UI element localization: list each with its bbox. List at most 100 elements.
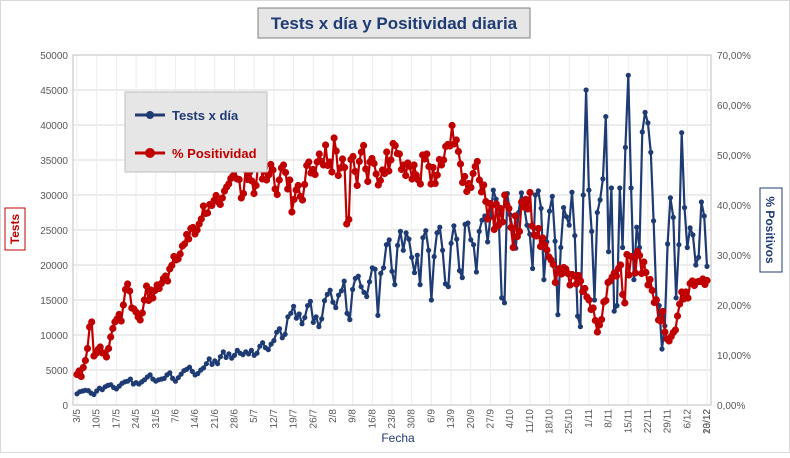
plot-area	[72, 54, 712, 406]
x-tick-label: 7/6	[170, 409, 181, 423]
point-positividad	[581, 284, 589, 293]
point-tests	[336, 292, 342, 298]
point-tests	[293, 315, 299, 321]
point-tests	[366, 279, 373, 285]
x-tick-label: 10/5	[92, 409, 103, 429]
point-positividad	[480, 181, 488, 189]
point-tests	[614, 303, 620, 309]
point-tests	[426, 247, 432, 253]
point-tests	[459, 275, 465, 281]
y-left-tick-label: 50000	[40, 51, 68, 62]
point-positividad	[105, 344, 113, 353]
y-right-tick-label: 0,00%	[717, 401, 745, 412]
point-tests	[147, 372, 153, 378]
point-tests	[254, 350, 260, 356]
point-tests	[625, 72, 631, 78]
point-tests	[490, 187, 496, 193]
x-tick-label: 23/8	[387, 409, 398, 429]
point-tests	[696, 254, 702, 260]
point-tests	[639, 129, 645, 135]
point-tests	[285, 314, 291, 320]
point-positividad	[595, 321, 604, 329]
point-tests	[608, 185, 615, 191]
point-tests	[313, 314, 319, 320]
point-tests	[316, 324, 322, 330]
point-positividad	[659, 307, 667, 316]
point-positividad	[423, 150, 431, 158]
point-tests	[687, 225, 693, 231]
point-positividad	[275, 176, 283, 184]
point-positividad	[475, 176, 483, 184]
point-positividad	[505, 204, 513, 213]
x-tick-label: 2/8	[328, 409, 339, 423]
point-tests	[172, 378, 178, 384]
point-tests	[310, 319, 316, 325]
point-positividad	[431, 179, 439, 188]
point-positividad	[311, 170, 319, 179]
x-tick-label: 13/12	[702, 409, 713, 434]
point-positividad	[267, 160, 275, 169]
point-positividad	[102, 353, 111, 361]
point-positividad	[644, 281, 652, 289]
point-positividad	[469, 169, 477, 178]
point-tests	[693, 262, 699, 268]
point-tests	[667, 195, 674, 201]
point-positividad	[499, 218, 507, 226]
point-tests	[381, 265, 387, 271]
point-tests	[501, 300, 508, 306]
point-positividad	[338, 155, 347, 163]
point-positividad	[164, 277, 172, 285]
point-positividad	[612, 272, 621, 280]
point-positividad	[334, 171, 342, 180]
point-tests	[681, 205, 688, 211]
point-positividad	[671, 326, 680, 334]
point-tests	[414, 252, 420, 258]
point-positividad	[322, 141, 330, 149]
point-positividad	[585, 296, 593, 304]
point-tests	[634, 224, 640, 230]
point-tests	[575, 313, 581, 319]
point-positividad	[185, 235, 193, 243]
point-positividad	[459, 178, 467, 187]
point-tests	[572, 233, 578, 239]
point-tests	[589, 228, 595, 234]
point-tests	[704, 263, 710, 269]
point-positividad	[593, 328, 602, 336]
point-positividad	[416, 180, 424, 188]
point-positividad	[448, 121, 456, 130]
point-positividad	[360, 141, 368, 150]
y-axis-right: 0,00% 10,00% 20,00% 30,00% 40,00% 50,00% 60,00…	[717, 51, 751, 412]
point-tests	[392, 282, 398, 288]
point-positividad	[646, 275, 654, 284]
point-positividad	[204, 209, 212, 217]
point-positividad	[661, 328, 669, 336]
point-positividad	[526, 188, 534, 197]
point-positividad	[216, 200, 224, 209]
y-left-tick-label: 40000	[40, 121, 68, 132]
y-axis-left: 0 5000 10000 15000 20000 25000 30000 35000 40000…	[40, 51, 68, 412]
point-tests	[648, 149, 654, 155]
point-tests	[549, 193, 555, 199]
x-tick-label: 15/11	[623, 409, 634, 434]
point-tests	[268, 341, 274, 347]
point-tests	[333, 305, 339, 311]
point-tests	[327, 287, 333, 293]
point-tests	[563, 214, 570, 220]
point-positividad	[652, 296, 661, 304]
point-tests	[611, 308, 617, 314]
point-positividad	[492, 200, 500, 208]
point-tests	[479, 217, 485, 223]
point-tests	[271, 338, 277, 344]
point-positividad	[682, 288, 690, 296]
point-positividad	[657, 317, 665, 325]
point-positividad	[279, 161, 288, 169]
point-positividad	[631, 269, 640, 277]
point-positividad	[461, 172, 469, 181]
point-tests	[620, 244, 626, 251]
point-positividad	[376, 176, 384, 185]
point-positividad	[349, 152, 357, 161]
point-positividad	[315, 150, 323, 158]
point-tests	[468, 237, 474, 243]
x-tick-label: 14/6	[190, 409, 201, 429]
point-positividad	[364, 177, 372, 186]
